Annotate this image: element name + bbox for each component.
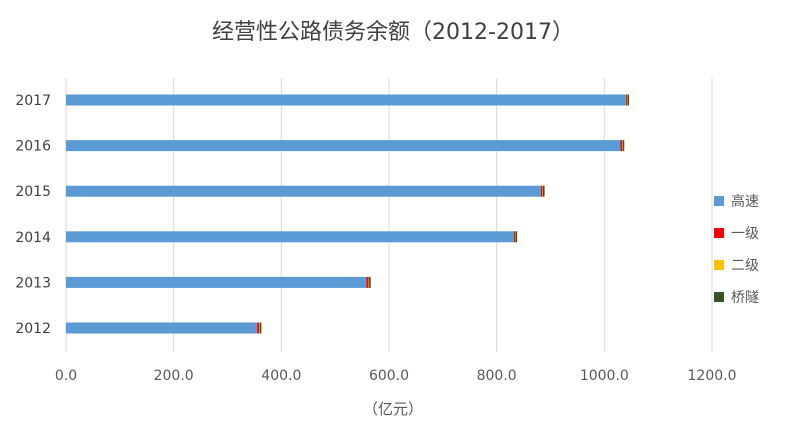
bar-2014-高速 xyxy=(66,231,514,243)
legend: 高速 一级 二级 桥隧 xyxy=(714,185,784,313)
x-tick-label: 800.0 xyxy=(477,368,517,384)
legend-item: 桥隧 xyxy=(714,281,784,313)
bar-2017-一级 xyxy=(625,94,627,106)
bar-2014-二级 xyxy=(514,231,516,243)
bar-2016-一级 xyxy=(620,140,623,152)
legend-swatch xyxy=(714,196,724,206)
bar-2015-二级 xyxy=(542,185,543,197)
x-tick-label: 0.0 xyxy=(55,368,77,384)
y-tick-label: 2015 xyxy=(15,184,51,200)
bar-2013-一级 xyxy=(366,276,369,288)
legend-item: 二级 xyxy=(714,249,784,281)
legend-item: 高速 xyxy=(714,185,784,217)
legend-label: 二级 xyxy=(731,258,759,274)
bar-2017-高速 xyxy=(66,94,626,106)
bar-2013-二级 xyxy=(368,276,370,288)
bar-2017-桥隧 xyxy=(627,94,630,106)
bar-2012-桥隧 xyxy=(259,322,262,334)
legend-label: 一级 xyxy=(731,226,759,242)
bar-2014-桥隧 xyxy=(515,231,518,243)
y-tick-label: 2012 xyxy=(15,321,51,337)
x-tick-label: 200.0 xyxy=(154,368,194,384)
legend-swatch xyxy=(714,260,724,270)
bar-2015-一级 xyxy=(540,185,543,197)
x-tick-label: 1000.0 xyxy=(580,368,629,384)
y-tick-label: 2017 xyxy=(15,93,51,109)
legend-swatch xyxy=(714,292,724,302)
legend-item: 一级 xyxy=(714,217,784,249)
bar-2012-高速 xyxy=(66,322,258,334)
x-tick-label: 1200.0 xyxy=(688,368,737,384)
chart-title: 经营性公路债务余额（2012-2017） xyxy=(212,20,574,45)
y-tick-label: 2016 xyxy=(15,139,51,155)
bar-2016-高速 xyxy=(66,140,621,152)
x-axis-label: （亿元） xyxy=(362,400,423,418)
y-tick-label: 2014 xyxy=(15,230,51,246)
bar-2013-桥隧 xyxy=(369,276,371,288)
x-tick-label: 400.0 xyxy=(261,368,301,384)
bar-2013-高速 xyxy=(66,276,367,288)
legend-label: 高速 xyxy=(731,194,759,210)
bar-2017-二级 xyxy=(626,94,628,106)
bar-2015-桥隧 xyxy=(542,185,545,197)
bar-2012-一级 xyxy=(257,322,260,334)
bar-2015-高速 xyxy=(66,185,541,197)
bar-2016-桥隧 xyxy=(622,140,625,152)
x-tick-label: 600.0 xyxy=(369,368,409,384)
legend-swatch xyxy=(714,228,724,238)
bar-2014-一级 xyxy=(513,231,515,243)
bar-2012-二级 xyxy=(259,322,260,334)
bar-2016-二级 xyxy=(622,140,623,152)
legend-label: 桥隧 xyxy=(731,290,759,306)
y-tick-label: 2013 xyxy=(15,275,51,291)
